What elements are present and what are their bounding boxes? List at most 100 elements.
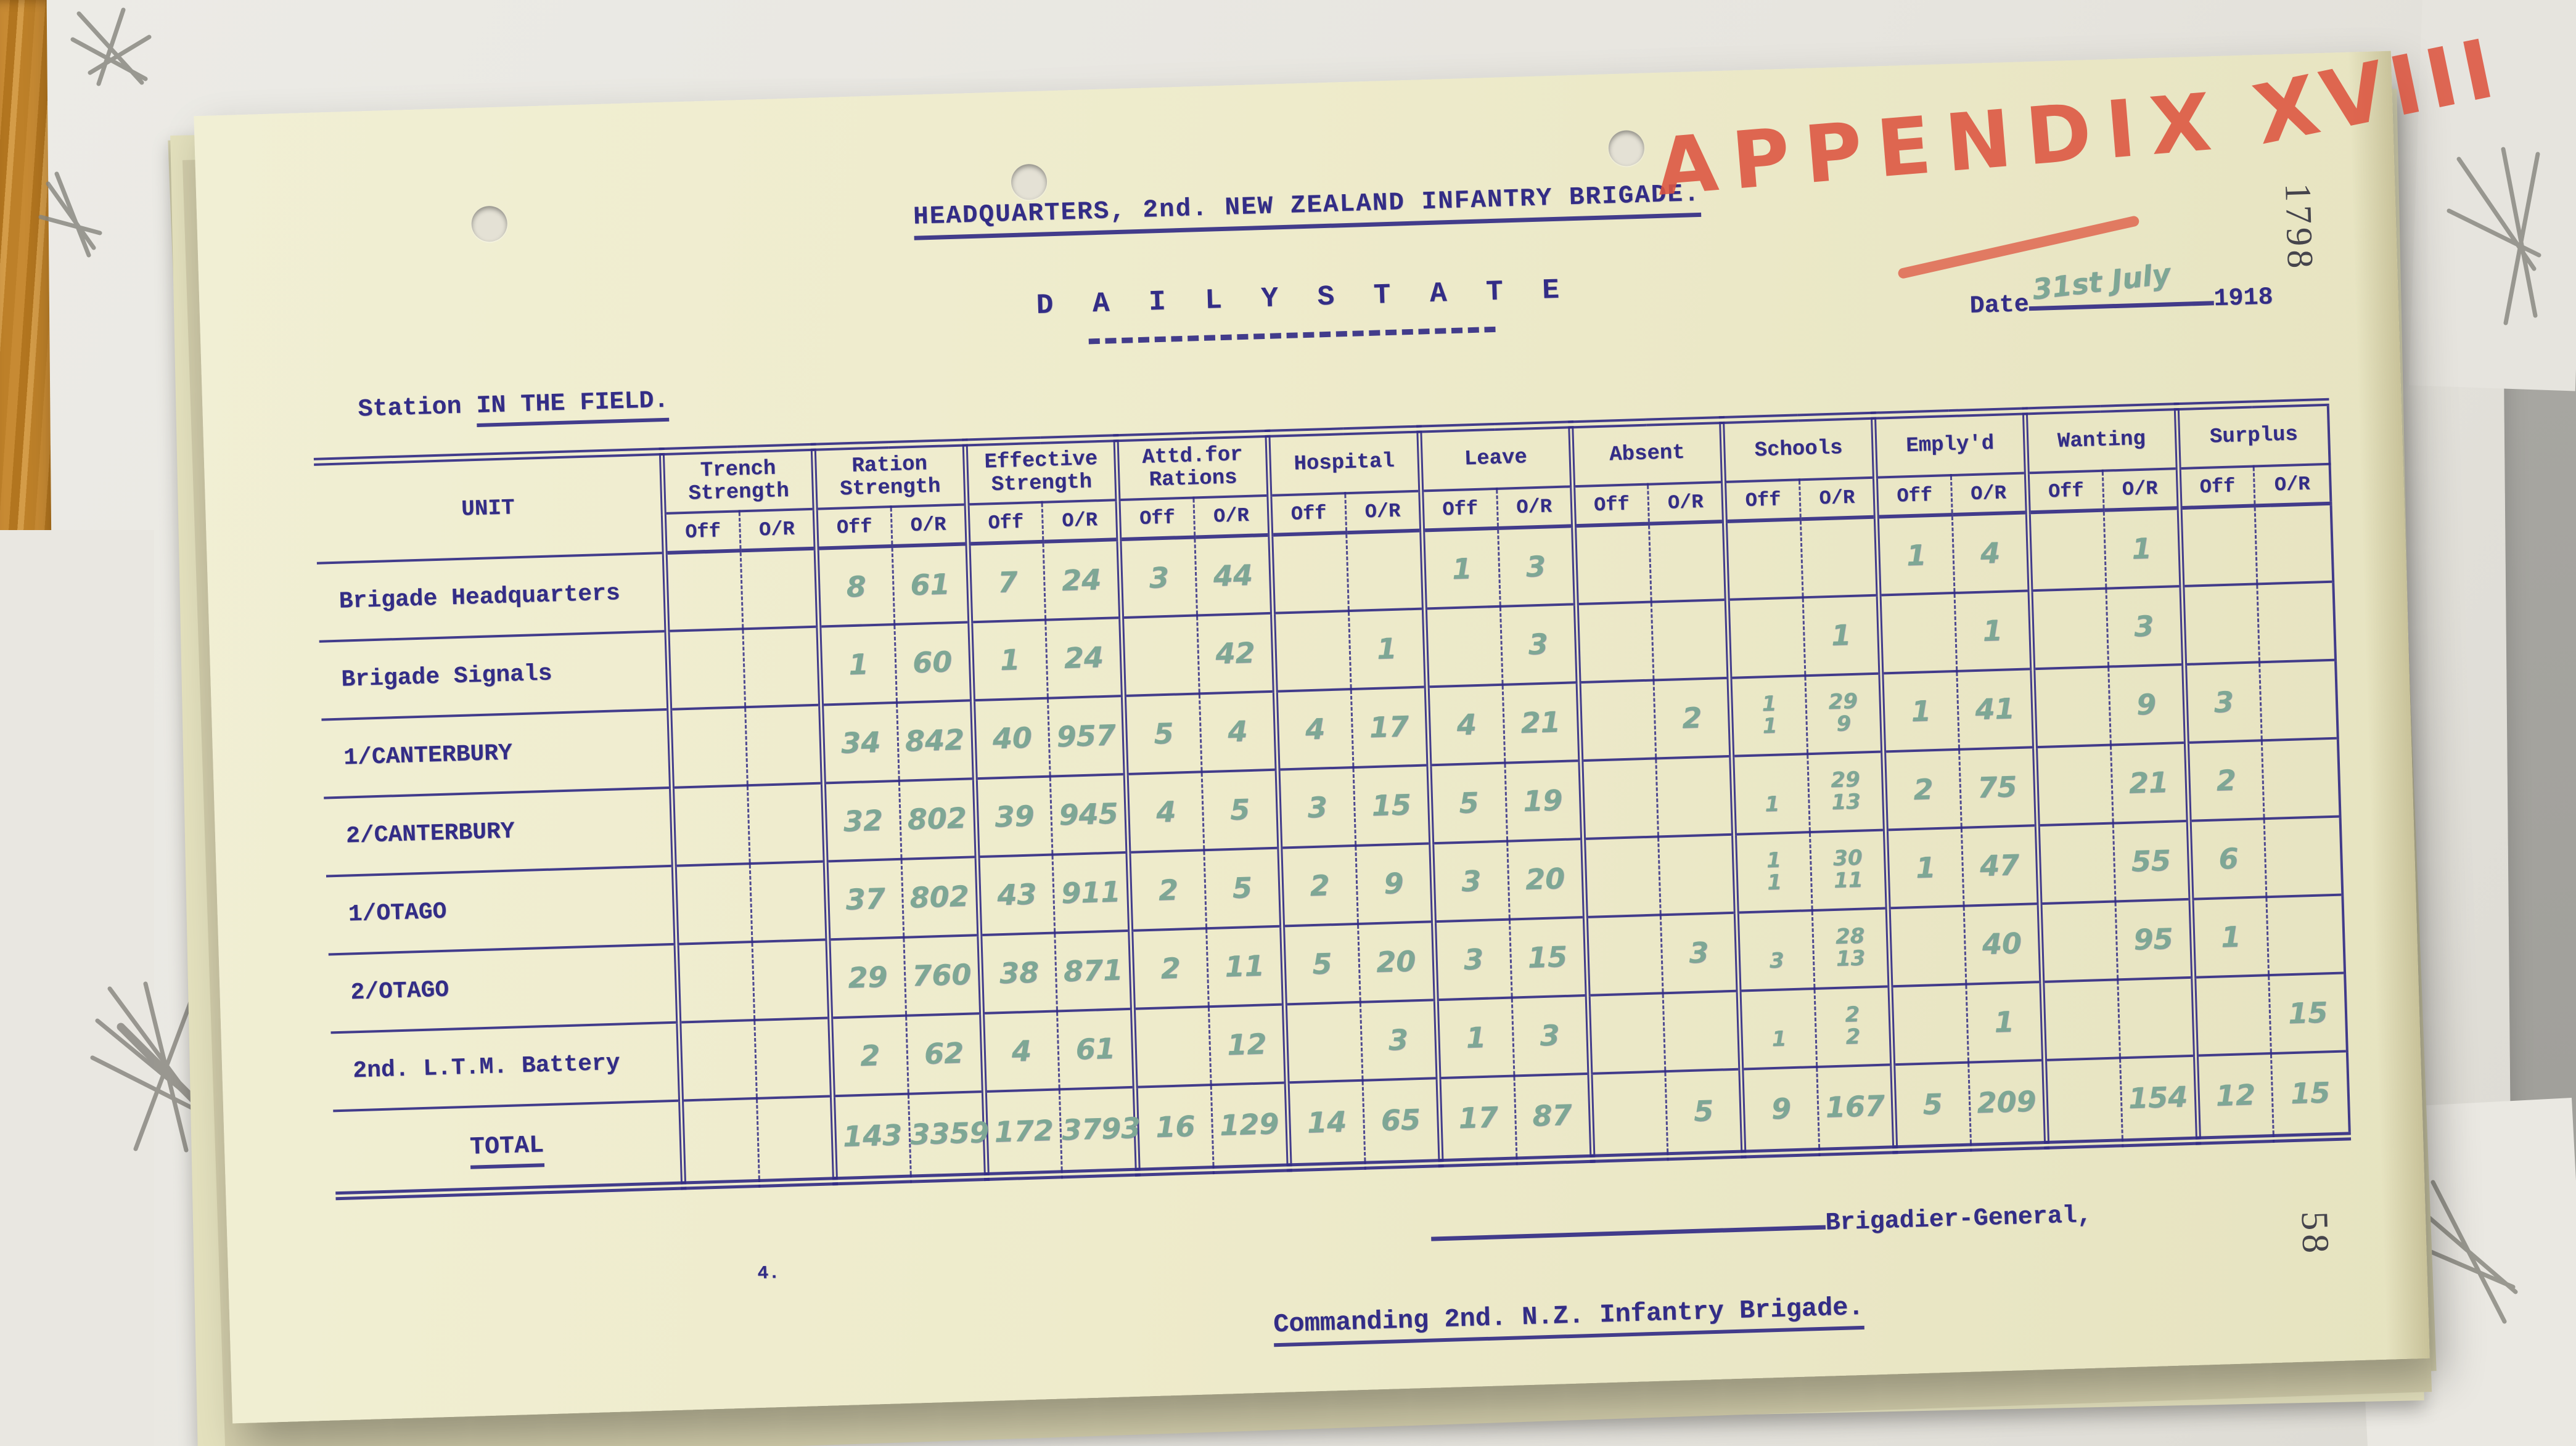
value-cell: [2030, 588, 2109, 669]
value-cell: 12: [1208, 1004, 1287, 1085]
column-group-header: Schools: [1721, 415, 1876, 482]
value-cell: 842: [896, 700, 975, 781]
value-cell: 39: [974, 776, 1053, 857]
unit-row-label: 2/OTAGO: [350, 976, 449, 1006]
value-cell: [2032, 666, 2111, 747]
value-cell: 44: [1194, 534, 1273, 615]
value-cell: 15: [1509, 917, 1588, 998]
value-cell: 17: [1438, 1076, 1517, 1163]
value-cell: [2255, 503, 2334, 584]
value-cell: 24: [1043, 539, 1122, 620]
daily-state-table: UNIT Trench Strength Ration Strength Effect…: [314, 398, 2351, 1200]
value-cell: [669, 706, 748, 788]
value-cell: 1: [1954, 590, 2033, 671]
value-cell: [1578, 679, 1657, 761]
value-cell: 28 13: [1812, 907, 1890, 989]
value-cell: [2264, 816, 2343, 897]
value-cell: [1424, 606, 1503, 687]
value-cell: 14: [1287, 1080, 1366, 1167]
value-cell: 5: [1202, 769, 1280, 850]
value-cell: 3359: [908, 1091, 990, 1179]
value-cell: [754, 1017, 833, 1098]
value-cell: [1649, 521, 1728, 602]
value-cell: [1121, 615, 1200, 696]
value-cell: [2266, 894, 2345, 975]
value-cell: 41: [1956, 668, 2035, 750]
value-cell: [1879, 592, 1957, 674]
command-line: Commanding 2nd. N.Z. Infantry Brigade.: [1273, 1292, 1864, 1347]
backing-paper-lower-left: [0, 530, 154, 1446]
value-cell: [1270, 532, 1349, 613]
value-cell: [740, 548, 819, 629]
subcolumn-header-or: O/R: [890, 504, 968, 546]
value-cell: [742, 626, 821, 707]
value-cell: 42: [1197, 613, 1276, 693]
subcolumn-header-or: O/R: [1194, 495, 1271, 537]
value-cell: 1: [1348, 608, 1427, 689]
value-cell: [1580, 758, 1659, 839]
value-cell: 61: [1057, 1008, 1136, 1089]
value-cell: 32: [823, 780, 901, 861]
subcolumn-header-off: Off: [1572, 484, 1649, 526]
value-cell: 19: [1504, 760, 1583, 841]
value-cell: [1800, 517, 1879, 597]
value-cell: 4: [982, 1010, 1060, 1092]
subcolumn-header-off: Off: [1421, 488, 1498, 531]
date-label: Date: [1969, 291, 2030, 321]
value-cell: 3: [1360, 999, 1438, 1080]
value-cell: 2: [1883, 749, 1962, 830]
value-cell: [1888, 905, 1966, 986]
value-cell: 75: [1959, 746, 2037, 828]
table-body: Brigade Headquarters 8 61 7 24 3 44 1 3 1 4 1 Brigad…: [316, 503, 2350, 1196]
value-cell: 1: [1966, 981, 2045, 1063]
value-cell: [678, 1019, 757, 1101]
unit-column-header: UNIT: [314, 451, 665, 563]
value-cell: 5: [1892, 1062, 1971, 1150]
value-cell: [1346, 530, 1425, 611]
value-cell: 3: [1119, 536, 1197, 618]
value-cell: 7: [967, 541, 1046, 622]
value-cell: 20: [1358, 921, 1436, 1002]
value-cell: 38: [979, 932, 1057, 1013]
value-cell: 5: [1665, 1069, 1744, 1156]
value-cell: [674, 863, 752, 944]
value-cell: 29 13: [1807, 751, 1886, 832]
value-cell: 5: [1429, 762, 1507, 843]
subcolumn-header-or: O/R: [1345, 491, 1422, 533]
value-cell: 87: [1514, 1073, 1593, 1161]
value-cell: 3: [1431, 841, 1510, 921]
value-cell: 12: [2195, 1053, 2274, 1141]
value-cell: 15: [1353, 764, 1432, 846]
value-cell: [1284, 1002, 1363, 1082]
column-group-header: Ration Strength: [813, 442, 967, 509]
column-group-header: Trench Strength: [662, 447, 815, 513]
subcolumn-header-off: Off: [663, 510, 740, 553]
value-cell: 17: [1351, 686, 1429, 767]
value-cell: 9: [2108, 664, 2186, 745]
value-cell: [1725, 518, 1803, 600]
value-cell: 2: [1279, 845, 1358, 926]
value-cell: 20: [1507, 838, 1585, 920]
subcolumn-header-off: Off: [1118, 497, 1195, 539]
subcolumn-header-or: O/R: [1042, 499, 1120, 542]
value-cell: 167: [1816, 1064, 1895, 1152]
value-cell: 61: [892, 543, 970, 624]
value-cell: 3: [1498, 525, 1576, 607]
value-cell: 4: [1126, 771, 1204, 852]
value-cell: [1575, 602, 1654, 682]
value-cell: 1 1: [1729, 675, 1808, 756]
subcolumn-header-or: O/R: [1647, 481, 1725, 524]
value-cell: 2: [1128, 849, 1207, 931]
value-cell: [665, 550, 743, 631]
value-cell: 1: [1739, 988, 1817, 1069]
value-cell: 43: [977, 854, 1056, 935]
value-cell: 2: [1130, 928, 1209, 1009]
value-cell: 1: [1876, 514, 1955, 595]
value-cell: 21: [1502, 682, 1581, 763]
appendix-word: APPENDIX: [1652, 75, 2229, 214]
value-cell: 8: [816, 545, 895, 627]
value-cell: 3: [1660, 912, 1739, 993]
value-cell: 3: [1511, 995, 1590, 1076]
value-cell: 16: [1135, 1084, 1214, 1172]
